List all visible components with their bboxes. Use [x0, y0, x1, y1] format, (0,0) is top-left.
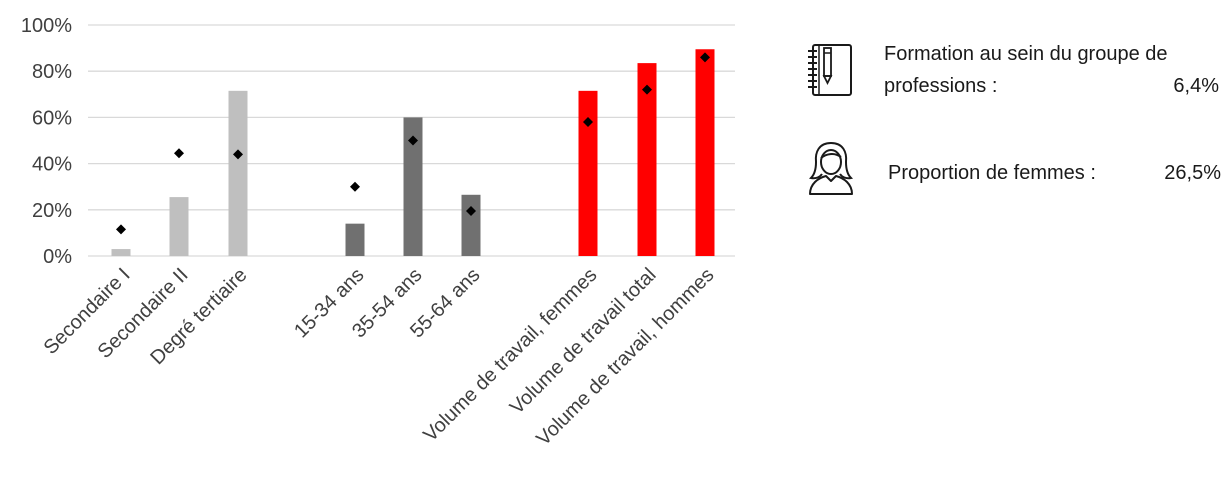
bar	[695, 49, 715, 256]
bar	[169, 197, 189, 256]
marker	[583, 117, 593, 128]
femmes-label: Proportion de femmes :	[888, 162, 1096, 184]
bar	[578, 90, 598, 257]
notebook-pen-icon	[808, 44, 852, 96]
bar	[637, 63, 657, 256]
bar	[403, 117, 423, 257]
marker	[642, 84, 652, 95]
markers	[116, 52, 710, 235]
marker	[174, 148, 184, 159]
bar	[461, 194, 481, 256]
y-axis-ticks: 0% 20% 40% 60% 80% 100%	[21, 15, 72, 268]
y-tick-label: 40%	[32, 154, 72, 176]
y-tick-label: 0%	[43, 246, 72, 268]
bar	[228, 90, 248, 257]
y-tick-label: 80%	[32, 61, 72, 83]
marker	[700, 52, 710, 63]
femmes-value: 26,5%	[1164, 162, 1221, 184]
woman-icon	[808, 142, 854, 195]
bar-chart: 0% 20% 40% 60% 80% 100% Secondaire ISecondair…	[21, 15, 735, 450]
bars	[111, 49, 715, 257]
marker	[466, 205, 476, 216]
marker	[233, 149, 243, 160]
y-tick-label: 100%	[21, 15, 72, 37]
formation-value: 6,4%	[1173, 75, 1219, 97]
marker	[116, 224, 126, 235]
formation-info: Formation au sein du groupe de professio…	[884, 38, 1219, 102]
marker	[408, 135, 418, 146]
formation-label-line2: professions :	[884, 75, 998, 97]
marker	[350, 181, 360, 192]
formation-label-line1: Formation au sein du groupe de	[884, 43, 1168, 65]
y-tick-label: 20%	[32, 200, 72, 222]
femmes-info: Proportion de femmes : 26,5%	[888, 160, 1221, 186]
y-tick-label: 60%	[32, 107, 72, 129]
bar	[345, 223, 365, 256]
bar	[111, 249, 131, 256]
